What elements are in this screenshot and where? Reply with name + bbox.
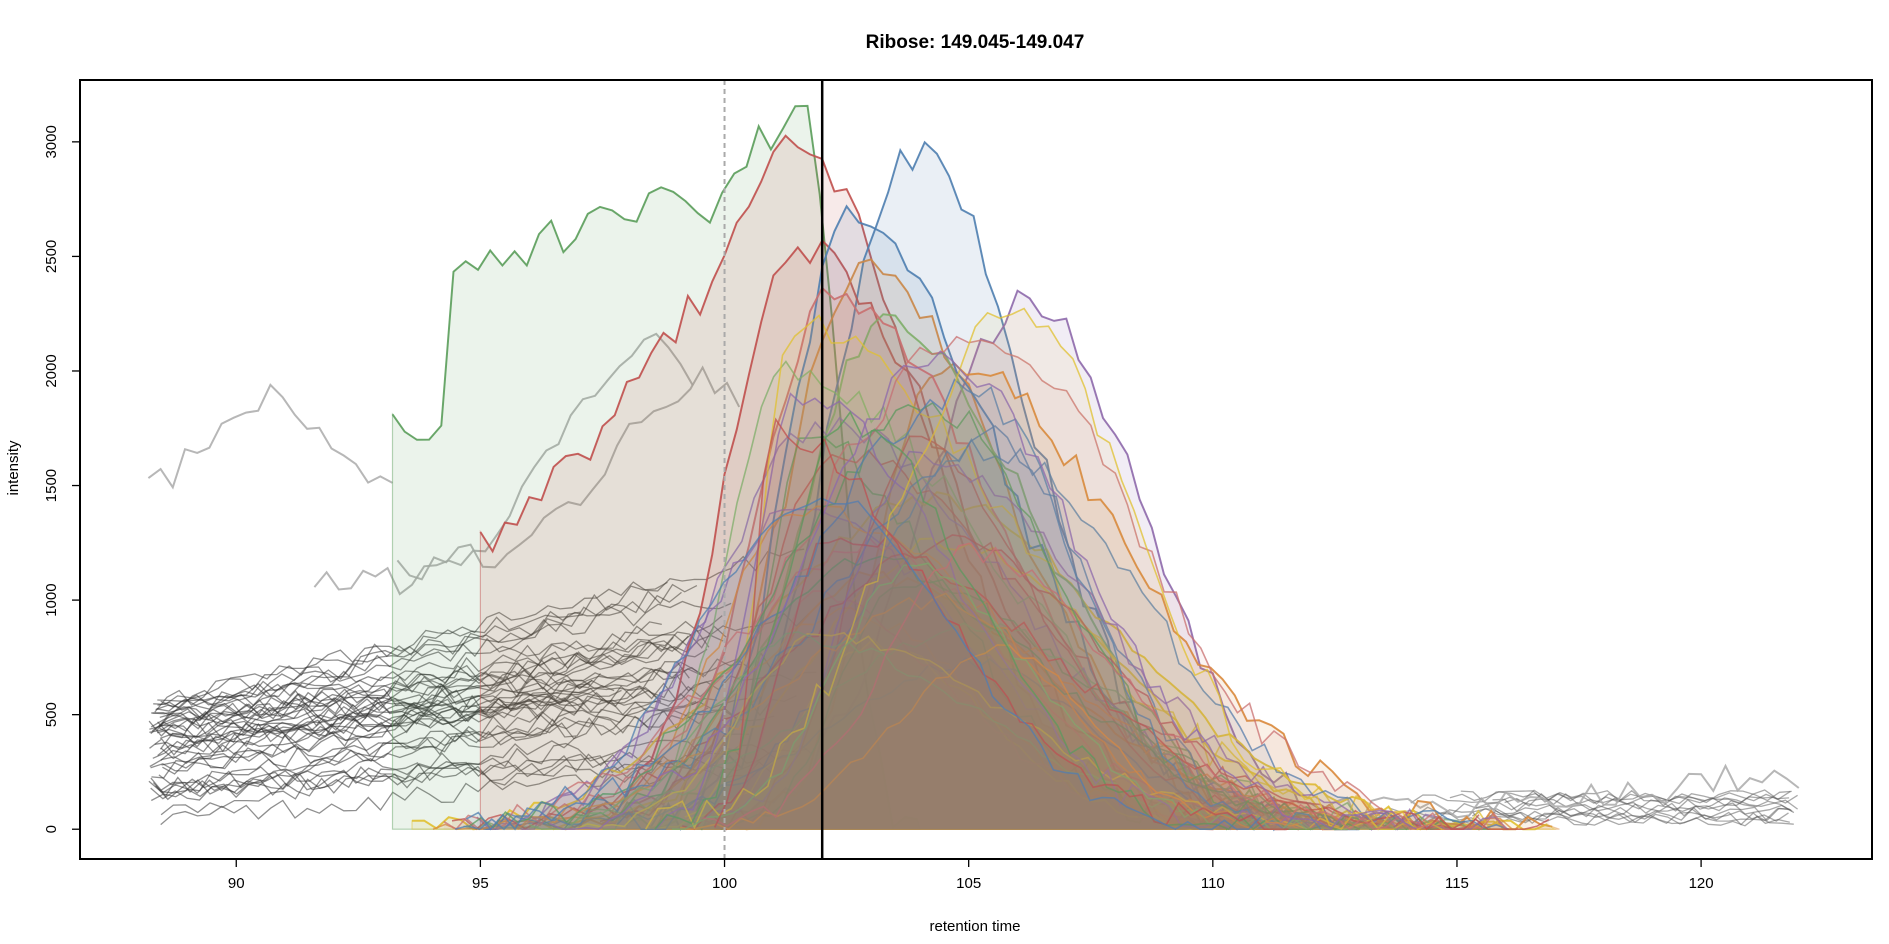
sample-trace [549,350,1417,831]
y-tick-label: 2500 [43,240,60,273]
x-tick-label: 110 [1201,875,1225,892]
sample-area [539,556,1477,830]
background-trace [160,736,577,816]
sample-area [679,644,1305,830]
background-series [147,383,393,490]
peak-line-4 [391,104,918,830]
sample-trace [681,532,1550,831]
background-trace [149,695,797,756]
sample-trace [645,307,1416,831]
sample-trace [702,590,1290,830]
background-trace [156,591,682,712]
sample-trace [701,450,1508,831]
background-trace [152,625,727,720]
y-tick-label: 1500 [43,469,60,502]
y-axis-label: intensity [5,440,22,496]
x-tick-label: 105 [956,875,981,892]
background-series [1309,763,1800,828]
background-trace [156,692,585,732]
sample-area [702,543,1443,830]
x-axis: 90 95 100 105 110 115 120 [228,858,1714,892]
background-trace [151,708,775,779]
y-tick-label: 3000 [43,125,60,158]
background-trace [148,621,662,737]
sample-area [513,658,1375,830]
background-trace [148,753,662,795]
plot-area [147,80,1800,859]
sample-area [466,379,1333,830]
sample-area [443,336,1509,830]
sample-trace [653,637,1264,831]
sample-trace [476,508,1345,831]
background-trace [162,684,615,775]
sample-area [452,534,1470,830]
sample-area [653,639,1270,830]
background-trace [150,673,726,802]
background-trace-right [1415,802,1795,818]
sample-trace [655,392,1292,831]
background-trace [159,583,698,719]
x-tick-label: 120 [1689,875,1714,892]
y-axis: 0 500 1000 1500 2000 2500 3000 [43,125,81,833]
sample-area [714,419,1298,830]
background-trace [160,673,601,760]
x-tick-label: 115 [1445,875,1469,892]
x-tick-label: 90 [228,875,245,892]
background-trace [157,600,732,711]
sample-trace [529,631,1397,831]
sample-area [455,498,1265,830]
sample-trace [451,534,1466,831]
x-tick-label: 100 [712,875,737,892]
sample-area [529,632,1407,830]
y-tick-label: 0 [43,825,60,833]
background-trace [155,658,742,711]
background-trace [151,682,714,722]
sample-area [656,393,1293,830]
background-trace [158,707,709,786]
sample-area [466,538,1334,830]
background-trace [149,709,737,769]
background-series [396,365,741,581]
x-axis-label: retention time [930,918,1021,935]
background-trace [159,689,662,750]
sample-area [682,533,1551,830]
background-trace [157,548,805,702]
sample-trace [713,417,1289,831]
chart-title: Ribose: 149.045-149.047 [866,32,1085,53]
sample-trace [465,378,1322,831]
background-trace [154,581,668,713]
x-tick-label: 95 [472,875,489,892]
sample-trace [679,644,1303,831]
background-trace-right [1362,811,1790,826]
sample-area [483,439,1514,830]
sample-trace [702,542,1436,831]
peak-line-14 [602,286,1385,831]
sample-trace [443,335,1507,831]
y-tick-label: 1000 [43,583,60,616]
background-trace [149,612,810,730]
sample-trace [468,401,1361,831]
sample-area [671,563,1319,830]
sample-trace [466,537,1322,831]
sample-area [654,412,1274,830]
sample-area [549,351,1417,830]
y-tick-label: 500 [43,702,60,727]
sample-area [645,308,1426,830]
y-tick-label: 2000 [43,354,60,387]
sample-area [703,591,1298,830]
sample-trace [454,497,1262,831]
peak-line-8 [734,361,1553,831]
background-trace [151,660,690,732]
sample-area [689,436,1284,830]
background-trace [150,652,787,735]
peak-line-7 [699,289,1409,831]
